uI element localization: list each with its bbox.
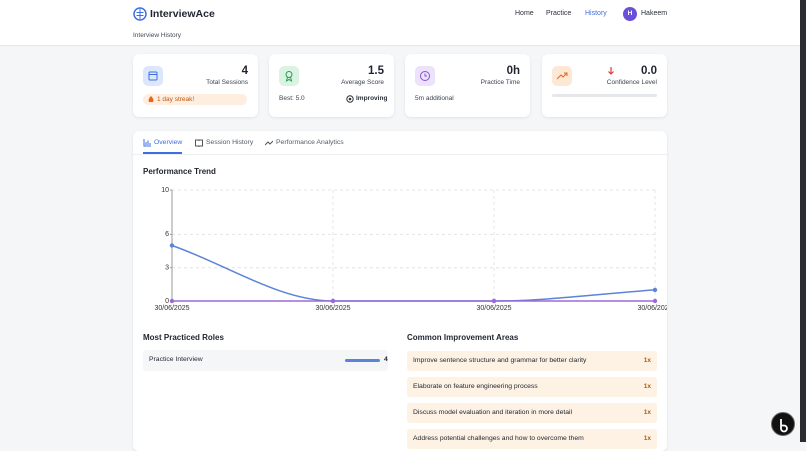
- y-tick-label: 3: [165, 265, 169, 272]
- stat-card: 1.5 Average Score Best: 5.0 Improving: [269, 54, 394, 117]
- stat-card: 0h Practice Time 5m additional: [405, 54, 530, 117]
- user-name[interactable]: Hakeem: [641, 10, 668, 17]
- role-name: Practice Interview: [149, 356, 203, 363]
- stat-icon: [143, 66, 163, 86]
- stat-label: Confidence Level: [606, 79, 657, 86]
- scrollbar: [800, 0, 806, 442]
- role-row: Practice Interview 4: [143, 350, 388, 371]
- y-tick-label: 0: [165, 298, 169, 305]
- stat-value: 0h: [506, 65, 520, 77]
- chart-title: Performance Trend: [143, 167, 216, 176]
- tab-divider: [133, 154, 667, 155]
- stat-label: Total Sessions: [206, 79, 248, 86]
- line-point: [652, 287, 658, 293]
- stat-icon: [552, 66, 572, 86]
- stat-value: 0.0: [641, 65, 657, 77]
- role-bar: [345, 359, 380, 362]
- y-tick-label: 6: [165, 231, 169, 238]
- stat-value: 1.5: [368, 65, 384, 77]
- stat-label: Practice Time: [480, 79, 520, 86]
- tab[interactable]: Performance Analytics: [276, 139, 344, 146]
- improvement-count: 1x: [643, 357, 651, 364]
- trend-text: Improving: [356, 95, 388, 102]
- brand[interactable]: InterviewAce: [150, 8, 215, 20]
- tab-icon: [143, 139, 151, 147]
- line-point: [169, 243, 175, 248]
- improvement-row: Improve sentence structure and grammar f…: [407, 351, 657, 371]
- improvement-count: 1x: [643, 383, 651, 390]
- improvement-text: Discuss model evaluation and iteration i…: [413, 409, 573, 416]
- nav-link[interactable]: History: [585, 10, 607, 17]
- role-count: 4: [384, 356, 388, 363]
- trend-icon: [346, 95, 354, 103]
- improvement-count: 1x: [643, 409, 651, 416]
- line-point: [330, 298, 336, 304]
- improvement-text: Address potential challenges and how to …: [413, 435, 584, 442]
- line-point: [169, 298, 175, 304]
- stat-value: 4: [241, 65, 248, 77]
- page-label: Interview History: [133, 32, 182, 39]
- section-title: Common Improvement Areas: [407, 333, 519, 342]
- line-point: [652, 298, 658, 304]
- tab-icon: [265, 140, 273, 146]
- logo-icon: [133, 7, 147, 21]
- improvement-text: Improve sentence structure and grammar f…: [413, 357, 587, 364]
- nav-link[interactable]: Home: [515, 10, 534, 17]
- time-note: 5m additional: [415, 95, 454, 102]
- chart: 0 3 6 10 30/06/2025 30/06/2025 30/06/2025 30/06…: [154, 187, 667, 312]
- avatar[interactable]: H: [623, 7, 637, 21]
- tab-icon: [195, 139, 203, 147]
- line-point: [491, 298, 497, 304]
- tab[interactable]: Overview: [154, 139, 183, 146]
- x-tick-label: 30/06/2025: [476, 305, 511, 312]
- tab[interactable]: Session History: [206, 139, 254, 146]
- y-tick-label: 10: [161, 187, 169, 194]
- floating-button[interactable]: [771, 412, 795, 436]
- improvement-count: 1x: [643, 435, 651, 442]
- nav-link[interactable]: Practice: [546, 10, 572, 17]
- line-series: [171, 244, 656, 302]
- best-score: Best: 5.0: [279, 95, 305, 102]
- down-arrow: [608, 67, 614, 75]
- stat-icon: [415, 66, 435, 86]
- x-tick-label: 30/06/2025: [315, 305, 350, 312]
- x-tick-label: 30/06/2025: [154, 305, 189, 312]
- stat-card: 4 Total Sessions 1 day streak!: [133, 54, 258, 117]
- section-title: Most Practiced Roles: [143, 333, 224, 342]
- stat-card: 0.0 Confidence Level: [542, 54, 667, 117]
- confidence-bar: [552, 94, 657, 97]
- tabs-panel: Overview Session History Performance Ana…: [133, 131, 667, 451]
- stat-icon: [279, 66, 299, 86]
- x-tick-label: 30/06/2025: [637, 305, 667, 312]
- improvement-row: Address potential challenges and how to …: [407, 429, 657, 449]
- improvement-row: Elaborate on feature engineering process…: [407, 377, 657, 397]
- improvement-row: Discuss model evaluation and iteration i…: [407, 403, 657, 423]
- stat-label: Average Score: [341, 79, 384, 86]
- streak-text: 1 day streak!: [157, 96, 195, 103]
- tab-underline: [143, 152, 182, 154]
- streak-badge: 1 day streak!: [143, 94, 247, 105]
- header: InterviewAce Home Practice History H Hak…: [0, 0, 800, 46]
- improvement-text: Elaborate on feature engineering process: [413, 383, 538, 390]
